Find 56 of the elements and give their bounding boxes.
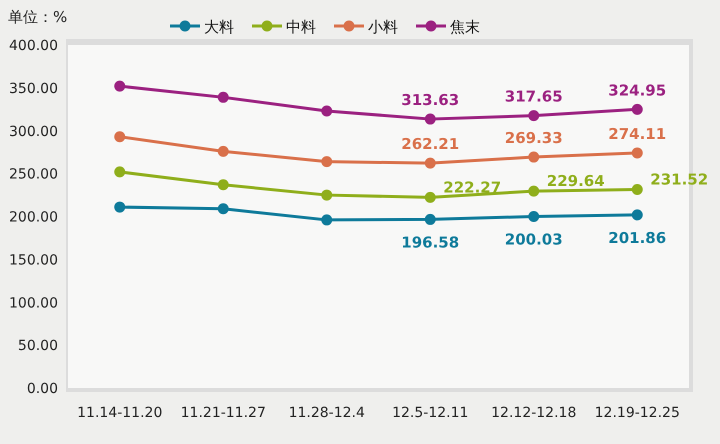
y-tick-label: 50.00 <box>18 338 58 354</box>
point <box>218 203 229 214</box>
point <box>528 152 540 163</box>
y-tick-label: 250.00 <box>9 166 58 183</box>
point <box>632 147 643 158</box>
y-axis-title: 单位：% <box>8 8 68 26</box>
point <box>218 146 229 157</box>
point <box>114 166 126 178</box>
point <box>632 184 643 195</box>
point <box>321 106 332 117</box>
data-label: 269.33 <box>504 129 563 148</box>
point <box>528 186 540 197</box>
x-tick-label: 12.12-12.18 <box>491 405 576 421</box>
x-tick-label: 12.5-12.11 <box>392 405 468 421</box>
data-label: 196.58 <box>401 233 460 252</box>
y-tick-label: 300.00 <box>9 124 58 140</box>
data-label: 317.65 <box>504 88 563 106</box>
data-label: 274.11 <box>608 124 666 143</box>
data-label: 324.95 <box>608 81 666 100</box>
legend-label: 焦末 <box>450 18 480 36</box>
y-tick-label: 150.00 <box>9 252 58 268</box>
point <box>424 158 436 169</box>
point <box>321 190 332 201</box>
data-label: 231.52 <box>650 170 708 188</box>
point <box>424 114 436 125</box>
point <box>321 214 332 226</box>
data-label: 201.86 <box>608 228 666 247</box>
point <box>528 110 540 122</box>
y-tick-label: 100.00 <box>9 295 58 312</box>
point <box>218 92 229 103</box>
y-tick-label: 0.00 <box>26 381 58 397</box>
point <box>114 80 126 92</box>
point <box>632 209 643 220</box>
x-tick-label: 11.21-11.27 <box>180 405 266 421</box>
data-label: 229.64 <box>546 172 605 190</box>
legend-label: 中料 <box>286 18 316 36</box>
data-label: 262.21 <box>401 135 460 154</box>
legend-label: 大料 <box>204 18 234 36</box>
data-label: 200.03 <box>504 230 563 248</box>
point <box>424 214 436 225</box>
point <box>321 156 332 168</box>
point <box>632 104 643 115</box>
data-label: 222.27 <box>443 178 502 196</box>
y-tick-label: 400.00 <box>9 38 58 54</box>
point <box>424 192 436 203</box>
x-tick-label: 11.14-11.20 <box>77 405 162 421</box>
x-tick-label: 11.28-12.4 <box>288 405 365 421</box>
point <box>528 210 540 222</box>
legend-label: 小料 <box>368 18 398 36</box>
point <box>114 131 126 142</box>
y-tick-label: 350.00 <box>9 80 58 97</box>
point <box>114 202 126 213</box>
data-label: 313.63 <box>401 91 460 110</box>
y-tick-label: 200.00 <box>9 210 58 226</box>
x-tick-label: 12.19-12.25 <box>594 405 680 421</box>
point <box>218 179 229 190</box>
